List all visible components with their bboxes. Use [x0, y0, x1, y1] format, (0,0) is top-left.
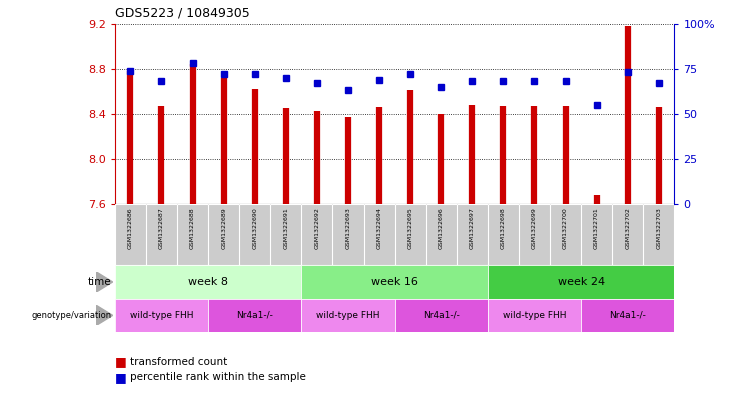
- FancyBboxPatch shape: [270, 204, 302, 265]
- Text: week 8: week 8: [188, 277, 228, 287]
- Text: Nr4a1-/-: Nr4a1-/-: [423, 311, 459, 320]
- Text: GSM1322690: GSM1322690: [252, 208, 257, 249]
- Text: time: time: [87, 277, 111, 287]
- Text: GSM1322697: GSM1322697: [470, 208, 475, 249]
- FancyBboxPatch shape: [550, 204, 581, 265]
- FancyBboxPatch shape: [239, 204, 270, 265]
- Text: GSM1322687: GSM1322687: [159, 208, 164, 249]
- Polygon shape: [96, 272, 113, 292]
- Text: GSM1322692: GSM1322692: [314, 208, 319, 249]
- Text: ■: ■: [115, 355, 127, 368]
- FancyBboxPatch shape: [333, 204, 364, 265]
- FancyBboxPatch shape: [581, 204, 612, 265]
- Text: percentile rank within the sample: percentile rank within the sample: [130, 372, 305, 382]
- FancyBboxPatch shape: [519, 204, 550, 265]
- Text: wild-type FHH: wild-type FHH: [502, 311, 566, 320]
- FancyBboxPatch shape: [115, 204, 146, 265]
- Text: wild-type FHH: wild-type FHH: [130, 311, 193, 320]
- FancyBboxPatch shape: [208, 204, 239, 265]
- FancyBboxPatch shape: [488, 204, 519, 265]
- Text: week 24: week 24: [557, 277, 605, 287]
- Text: GSM1322699: GSM1322699: [532, 208, 537, 249]
- Text: GSM1322700: GSM1322700: [563, 208, 568, 249]
- Text: Nr4a1-/-: Nr4a1-/-: [236, 311, 273, 320]
- Text: GSM1322689: GSM1322689: [221, 208, 226, 249]
- FancyBboxPatch shape: [425, 204, 456, 265]
- Text: GSM1322703: GSM1322703: [657, 208, 661, 249]
- FancyBboxPatch shape: [643, 204, 674, 265]
- Text: transformed count: transformed count: [130, 356, 227, 367]
- Text: GSM1322696: GSM1322696: [439, 208, 444, 249]
- Text: GSM1322691: GSM1322691: [283, 208, 288, 249]
- Text: Nr4a1-/-: Nr4a1-/-: [609, 311, 646, 320]
- Text: GSM1322702: GSM1322702: [625, 208, 630, 249]
- FancyBboxPatch shape: [612, 204, 643, 265]
- Text: week 16: week 16: [371, 277, 418, 287]
- FancyBboxPatch shape: [364, 204, 394, 265]
- Text: GDS5223 / 10849305: GDS5223 / 10849305: [115, 7, 250, 20]
- Text: wild-type FHH: wild-type FHH: [316, 311, 379, 320]
- Text: GSM1322694: GSM1322694: [376, 208, 382, 249]
- Text: GSM1322695: GSM1322695: [408, 208, 413, 249]
- FancyBboxPatch shape: [177, 204, 208, 265]
- Polygon shape: [96, 305, 113, 325]
- FancyBboxPatch shape: [456, 204, 488, 265]
- FancyBboxPatch shape: [302, 204, 333, 265]
- Text: ■: ■: [115, 371, 127, 384]
- Text: GSM1322698: GSM1322698: [501, 208, 506, 249]
- Text: GSM1322686: GSM1322686: [128, 208, 133, 249]
- Text: GSM1322701: GSM1322701: [594, 208, 599, 249]
- Text: GSM1322688: GSM1322688: [190, 208, 195, 249]
- FancyBboxPatch shape: [394, 204, 425, 265]
- Text: genotype/variation: genotype/variation: [31, 311, 111, 320]
- Text: GSM1322693: GSM1322693: [345, 208, 350, 249]
- FancyBboxPatch shape: [146, 204, 177, 265]
